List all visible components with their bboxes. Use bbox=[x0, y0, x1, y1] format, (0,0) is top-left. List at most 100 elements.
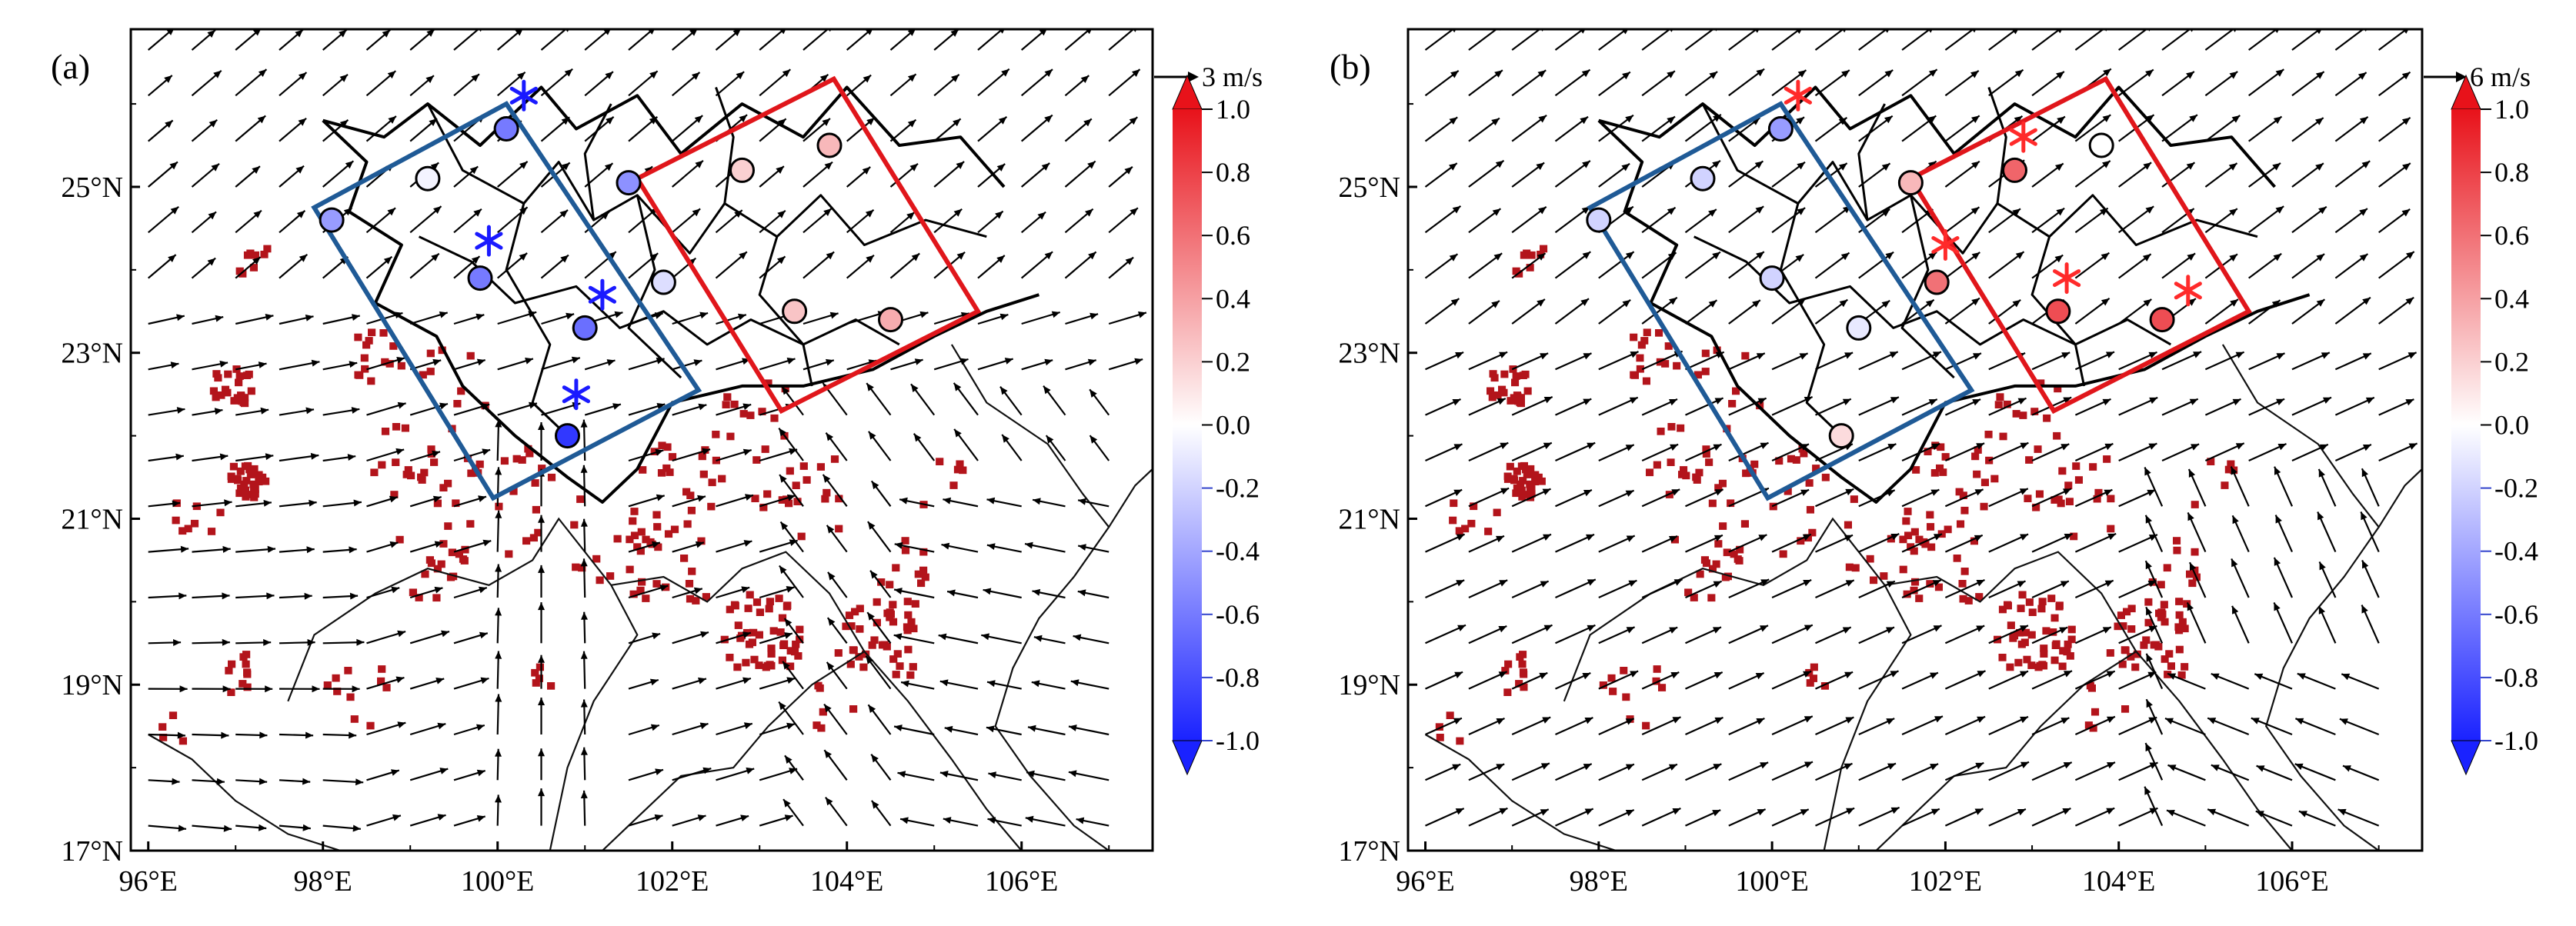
rainfall-pixel bbox=[323, 681, 332, 689]
wind-arrow bbox=[2334, 29, 2365, 51]
wind-arrowhead bbox=[2020, 761, 2029, 768]
wind-arrowhead bbox=[2146, 699, 2153, 708]
wind-arrowhead bbox=[2295, 718, 2304, 725]
x-tick-label: 104°E bbox=[810, 865, 883, 898]
wind-arrowhead bbox=[1756, 68, 1765, 77]
wind-arrowhead bbox=[644, 166, 653, 175]
wind-arrowhead bbox=[2142, 254, 2151, 261]
wind-arrowhead bbox=[659, 585, 669, 591]
rainfall-pixel bbox=[207, 528, 216, 535]
wind-arrowhead bbox=[1889, 351, 1898, 358]
wind-arrowhead bbox=[391, 769, 399, 776]
wind-arrowhead bbox=[1625, 810, 1634, 817]
wind-arrowhead bbox=[1925, 299, 1934, 308]
wind-arrowhead bbox=[1802, 534, 1811, 541]
colorbar-tick-label: -0.8 bbox=[2494, 662, 2538, 693]
east-region-box bbox=[1907, 75, 2252, 415]
rainfall-pixel bbox=[2050, 656, 2059, 665]
rainfall-pixel bbox=[1484, 528, 1493, 535]
rainfall-pixel bbox=[892, 671, 900, 678]
wind-arrowhead bbox=[739, 115, 747, 123]
wind-arrowhead bbox=[742, 631, 751, 638]
wind-arrow bbox=[1511, 29, 1541, 51]
rainfall-pixel bbox=[1899, 535, 1907, 544]
wind-arrowhead bbox=[480, 677, 489, 685]
wind-arrowhead bbox=[1001, 68, 1009, 77]
wind-arrowhead bbox=[434, 586, 443, 594]
rainfall-pixel bbox=[670, 525, 679, 534]
wind-arrowhead bbox=[2362, 353, 2371, 360]
wind-arrow bbox=[1641, 29, 1671, 51]
rainfall-pixel bbox=[1519, 651, 1527, 658]
station-marker bbox=[816, 132, 843, 158]
rainfall-pixel bbox=[2186, 570, 2194, 578]
station-marker bbox=[1828, 423, 1854, 449]
rainfall-pixel bbox=[642, 595, 650, 602]
rainfall-pixel bbox=[1673, 361, 1681, 370]
wind-arrowhead bbox=[562, 162, 570, 171]
wind-arrowhead bbox=[1089, 312, 1099, 320]
wind-arrowhead bbox=[164, 75, 172, 83]
wind-arrowhead bbox=[538, 515, 545, 523]
wind-arrowhead bbox=[1928, 399, 1937, 406]
x-tick-label: 98°E bbox=[1570, 865, 1628, 898]
wind-arrowhead bbox=[2020, 534, 2029, 541]
rainfall-pixel bbox=[636, 547, 645, 555]
rainfall-pixel bbox=[255, 471, 263, 479]
wind-arrowhead bbox=[432, 450, 440, 458]
rainfall-pixel bbox=[378, 461, 386, 469]
rainfall-pixel bbox=[775, 595, 783, 602]
wind-arrowhead bbox=[782, 69, 791, 78]
wind-arrowhead bbox=[2207, 718, 2217, 724]
rainfall-pixel bbox=[2058, 467, 2067, 475]
wind-arrowhead bbox=[870, 570, 878, 579]
rainfall-pixel bbox=[1436, 734, 1444, 741]
wind-arrowhead bbox=[2189, 398, 2198, 405]
rainfall-pixel bbox=[1450, 499, 1458, 508]
x-tick-label: 100°E bbox=[461, 865, 534, 898]
rainfall-pixel bbox=[1728, 400, 1737, 408]
rainfall-pixel bbox=[1944, 525, 1952, 534]
rainfall-pixels-b bbox=[1435, 245, 2238, 745]
wind-arrowhead bbox=[741, 586, 750, 593]
rainfall-pixel bbox=[746, 591, 754, 599]
rainfall-pixel bbox=[367, 377, 375, 385]
rainfall-pixel bbox=[1487, 387, 1495, 395]
rainfall-pixel bbox=[2016, 628, 2024, 637]
wind-arrowhead bbox=[263, 638, 272, 646]
colorbar-tick-label: 0.0 bbox=[2494, 410, 2529, 441]
wind-arrowhead bbox=[1713, 535, 1723, 542]
wind-arrowhead bbox=[172, 500, 180, 508]
rainfall-pixel bbox=[2043, 414, 2051, 422]
rainfall-pixel bbox=[726, 605, 734, 614]
wind-arrowhead bbox=[1499, 580, 1508, 587]
wind-arrowhead bbox=[175, 453, 184, 461]
wind-arrowhead bbox=[782, 386, 789, 395]
wind-arrowhead bbox=[1757, 398, 1767, 405]
rainfall-pixel bbox=[1903, 590, 1911, 598]
wind-arrowhead bbox=[1087, 358, 1096, 366]
rainfall-pixel bbox=[262, 477, 270, 485]
rainfall-pixel bbox=[722, 401, 730, 408]
wind-arrowhead bbox=[732, 29, 741, 37]
wind-arrowhead bbox=[479, 586, 487, 594]
rainfall-pixel bbox=[1667, 423, 1676, 431]
rainfall-pixel bbox=[439, 484, 448, 491]
wind-arrowhead bbox=[1500, 488, 1510, 495]
wind-arrowhead bbox=[1498, 671, 1507, 678]
wind-arrowhead bbox=[2145, 561, 2152, 570]
wind-arrowhead bbox=[1974, 535, 1983, 542]
wind-arrowhead bbox=[1540, 809, 1549, 816]
wind-arrowhead bbox=[866, 255, 874, 263]
rainfall-pixel bbox=[1655, 329, 1663, 337]
rainfall-pixel bbox=[212, 393, 220, 401]
wind-arrowhead bbox=[2361, 161, 2371, 168]
rainfall-pixel bbox=[889, 655, 898, 663]
wind-arrowhead bbox=[954, 428, 962, 438]
rainfall-pixel bbox=[433, 565, 442, 573]
wind-arrowhead bbox=[439, 402, 448, 410]
wind-arrowhead bbox=[207, 30, 215, 38]
wind-arrowhead bbox=[695, 541, 704, 548]
wind-arrowhead bbox=[298, 72, 307, 80]
colorbar-bottom-extend bbox=[1172, 740, 1203, 776]
